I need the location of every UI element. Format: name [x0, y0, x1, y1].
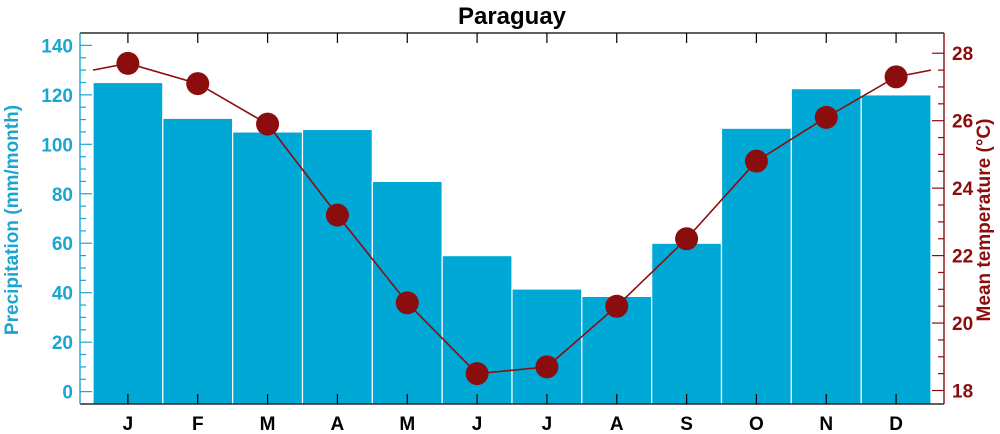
month-label: A [610, 414, 624, 434]
left-tick-label: 40 [52, 284, 73, 305]
precipitation-bars [92, 81, 932, 405]
precipitation-bar [720, 127, 792, 405]
left-tick-label: 120 [41, 86, 73, 107]
month-label: A [331, 414, 345, 434]
temperature-point [744, 149, 768, 173]
precipitation-bar [162, 117, 234, 405]
temperature-axis: 18 20 22 24 26 28 [932, 33, 974, 404]
temperature-point [535, 355, 559, 379]
month-label: O [749, 414, 764, 434]
right-tick-label: 18 [952, 382, 973, 403]
precipitation-axis: 0 20 40 60 80 100 120 140 [41, 33, 92, 404]
temperature-point [675, 227, 699, 251]
month-label: M [260, 414, 276, 434]
month-label: J [542, 414, 553, 434]
left-tick-label: 20 [52, 333, 73, 354]
left-tick-label: 140 [41, 36, 73, 57]
right-tick-label: 26 [952, 112, 973, 133]
month-label: S [680, 414, 693, 434]
month-label: D [889, 414, 903, 434]
month-label: M [399, 414, 415, 434]
temperature-point [116, 51, 140, 75]
temperature-point [325, 203, 349, 227]
temperature-point [395, 291, 419, 315]
chart-title: Paraguay [458, 3, 567, 30]
month-label: N [819, 414, 833, 434]
right-tick-label: 20 [952, 314, 973, 335]
month-label: F [192, 414, 204, 434]
temperature-point [186, 72, 210, 96]
precipitation-bar [651, 242, 723, 405]
precipitation-bar [92, 81, 164, 405]
precipitation-bar [301, 128, 373, 405]
temperature-series [92, 51, 932, 386]
temperature-axis-label: Mean temperature (°C) [974, 119, 995, 322]
temperature-point [256, 112, 280, 136]
temperature-point [814, 105, 838, 129]
right-tick-label: 28 [952, 44, 973, 65]
precipitation-axis-label: Precipitation (mm/month) [2, 105, 23, 335]
left-tick-label: 60 [52, 234, 73, 255]
left-tick-label: 100 [41, 135, 73, 156]
plot-frame [80, 32, 944, 405]
left-tick-label: 80 [52, 185, 73, 206]
month-label: J [123, 414, 134, 434]
temperature-point [605, 294, 629, 318]
left-tick-label: 0 [62, 383, 73, 404]
precipitation-bar [860, 94, 932, 405]
temperature-point [465, 362, 489, 386]
right-tick-label: 22 [952, 247, 973, 268]
precipitation-bar [232, 131, 304, 405]
temperature-line [92, 62, 932, 375]
temperature-point [884, 65, 908, 89]
month-label: J [472, 414, 483, 434]
right-tick-label: 24 [952, 179, 974, 200]
precipitation-bar [790, 88, 862, 405]
